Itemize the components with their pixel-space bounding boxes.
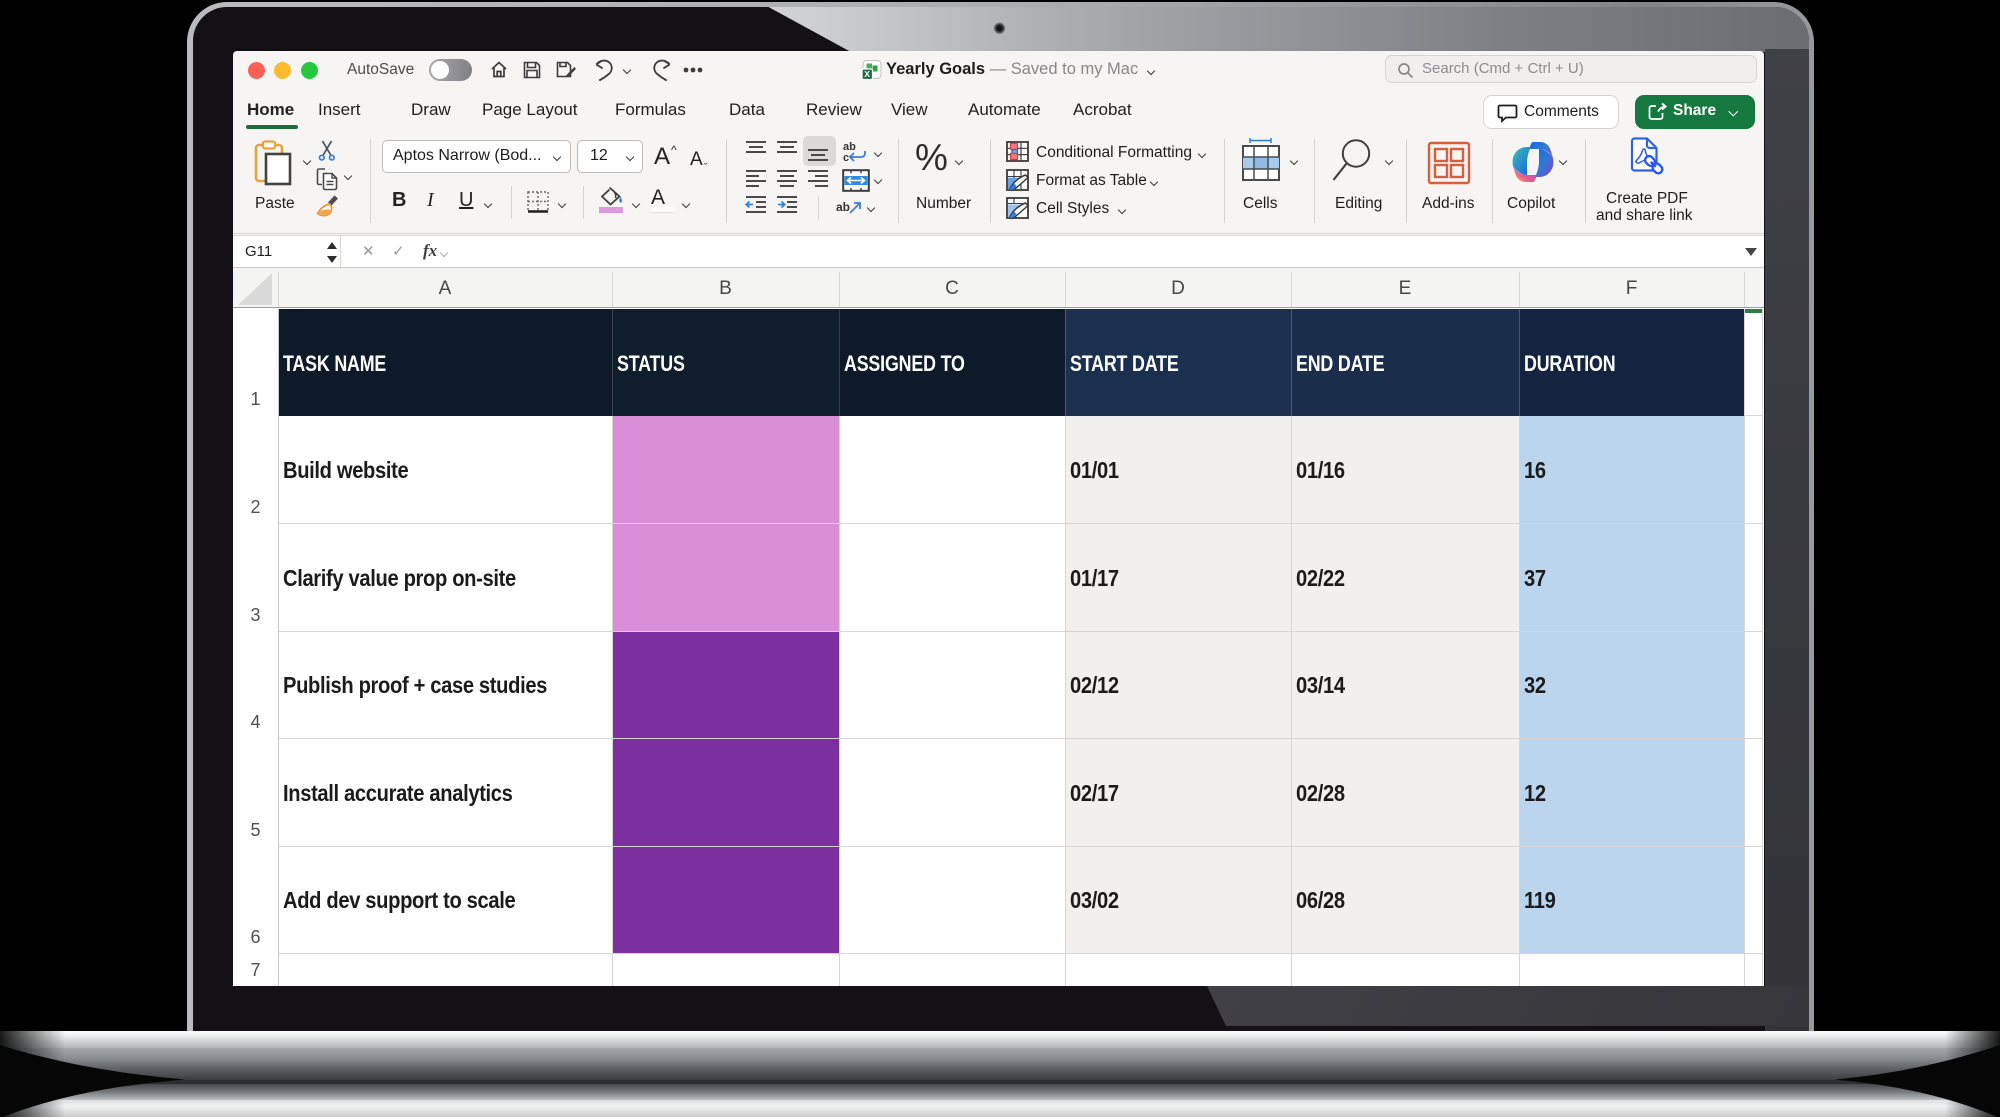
svg-text:X: X [864, 69, 870, 79]
svg-text:c: c [843, 152, 849, 164]
svg-text:ab: ab [843, 141, 856, 153]
svg-text:ab: ab [836, 200, 850, 214]
